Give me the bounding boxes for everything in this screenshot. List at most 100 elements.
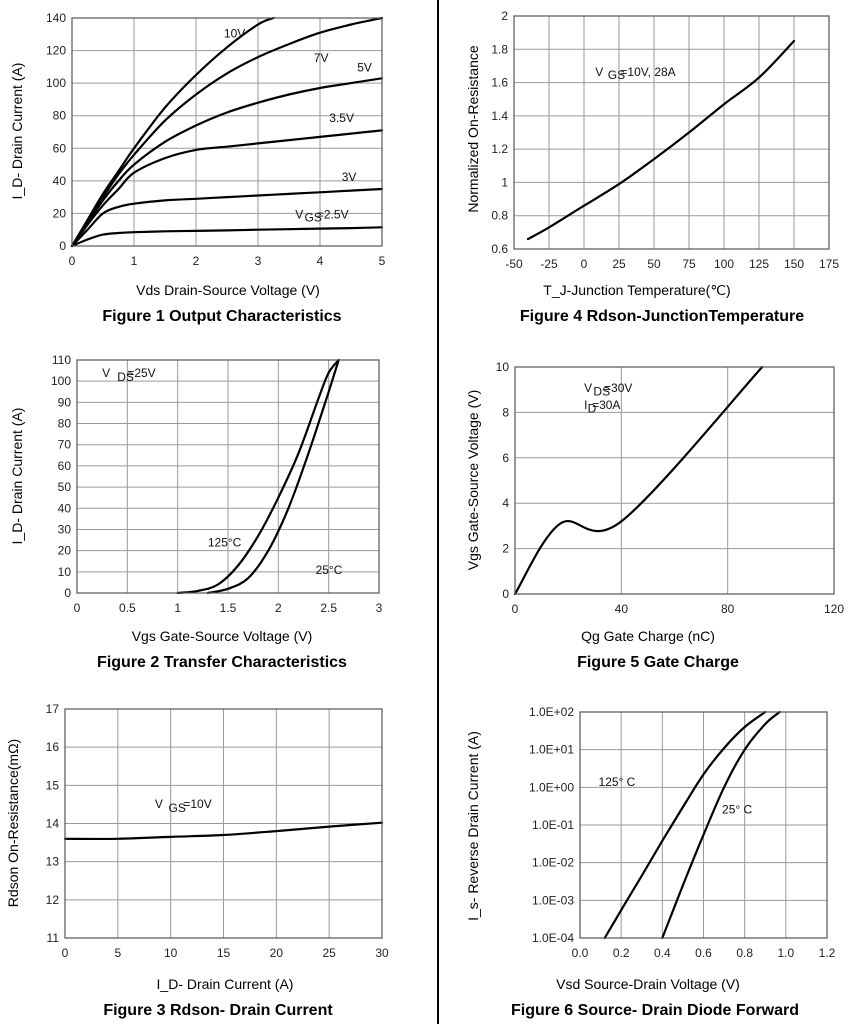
figure-6-source-drain-diode-forward: 0.0 0.2 0.4 0.6 0.8 1.0 1.2 1.0E-041.0E-031.0E…: [465, 705, 836, 1019]
plot-grid: [514, 366, 835, 595]
x-tick-label: 175: [819, 257, 839, 271]
curve-labels: V GS=10V: [155, 797, 212, 815]
curve-label: GS: [608, 68, 625, 82]
plot-curves: [70, 16, 384, 248]
y-axis-title: Vgs Gate-Source Voltage (V): [465, 390, 481, 571]
curve-label: I: [584, 398, 587, 412]
y-tick-label: 8: [502, 405, 509, 419]
plot-curves: [513, 365, 764, 596]
series-line-0: [526, 39, 796, 241]
y-tick-label: 70: [58, 438, 72, 452]
y-tick-label: 80: [53, 109, 67, 123]
curve-label: 25°C: [316, 563, 343, 577]
y-tick-label: 1.0E-03: [532, 893, 574, 907]
x-tick-label: 0: [74, 601, 81, 615]
y-tick-labels: 1.0E-04 1.0E-03 1.0E-02 1.0E-01 1.0E+00 1.0E+…: [529, 705, 574, 945]
y-tick-label: 80: [58, 417, 72, 431]
series-line-4: [70, 187, 384, 248]
x-axis-title: I_D- Drain Current (A): [157, 976, 294, 992]
x-tick-label: 0: [581, 257, 588, 271]
y-tick-label: 20: [58, 544, 72, 558]
curve-labels: V DS=25V 125°C 25°C: [102, 366, 343, 577]
x-axis-title: Vgs Gate-Source Voltage (V): [132, 628, 313, 644]
curve-label: V: [584, 381, 592, 395]
curve-label: DS: [117, 370, 134, 384]
y-tick-label: 1.0E-01: [532, 818, 574, 832]
y-tick-label: 13: [46, 855, 60, 869]
figure-5-gate-charge: 0 40 80 120 0 2 4 6 8 10 V DS=30V I D=30A Qg Gate C…: [465, 360, 844, 671]
curve-label: =10V, 28A: [620, 65, 675, 79]
series-line-5: [70, 226, 384, 248]
curve-label: 125°C: [208, 535, 242, 549]
series-line-0: [70, 16, 275, 248]
x-tick-label: 5: [114, 946, 121, 960]
curve-label: GS: [169, 801, 186, 815]
y-tick-label: 60: [53, 141, 67, 155]
series-line-3: [70, 129, 384, 248]
x-tick-label: 20: [270, 946, 284, 960]
x-tick-label: 150: [784, 257, 804, 271]
y-axis-title: I_D- Drain Current (A): [9, 408, 25, 545]
y-tick-label: 16: [46, 740, 60, 754]
y-tick-labels: 11 12 13 14 15 16 17: [46, 702, 60, 945]
y-tick-label: 60: [58, 459, 72, 473]
y-tick-label: 6: [502, 451, 509, 465]
plot-grid: [76, 359, 380, 594]
y-tick-label: 14: [46, 817, 60, 831]
x-tick-labels: 0 1 2 3 4 5: [69, 254, 386, 268]
x-tick-label: 1.5: [220, 601, 237, 615]
figure-2-transfer-characteristics: 0 0.5 1 1.5 2 2.5 3 0102030405060708090100110 …: [9, 353, 383, 671]
y-tick-labels: 0 2 4 6 8 10: [496, 360, 510, 601]
x-tick-label: 1: [131, 254, 138, 268]
figure-caption: Figure 3 Rdson- Drain Current: [103, 1002, 333, 1019]
y-tick-label: 4: [502, 496, 509, 510]
x-tick-label: 0.0: [572, 946, 589, 960]
y-tick-label: 50: [58, 480, 72, 494]
curve-label: =2.5V: [317, 207, 349, 221]
x-tick-label: 120: [824, 602, 844, 616]
plot-frame: [514, 366, 835, 595]
y-tick-label: 1.0E+00: [529, 780, 574, 794]
curve-label: V: [295, 207, 303, 221]
y-tick-label: 20: [53, 206, 67, 220]
x-tick-label: 25: [612, 257, 626, 271]
curve-labels: 125° C 25° C: [599, 775, 753, 817]
y-tick-label: 10: [58, 565, 72, 579]
y-tick-labels: 0.6 0.8 1 1.2 1.4 1.6 1.8 2: [491, 9, 508, 256]
y-axis-title: Normalized On-Resistance: [465, 45, 481, 212]
x-tick-label: 125: [749, 257, 769, 271]
y-axis-title: I_D- Drain Current (A): [9, 63, 25, 200]
figure-caption: Figure 1 Output Characteristics: [102, 308, 341, 325]
y-tick-label: 2: [502, 542, 509, 556]
y-tick-labels: 0 20 40 60 80 100 120 140: [46, 11, 66, 253]
curve-label: V: [102, 366, 110, 380]
curve-label: 7V: [314, 51, 329, 65]
y-tick-label: 110: [52, 353, 71, 367]
curve-labels: 10V 7V 5V 3.5V 3V V GS=2.5V: [224, 27, 372, 225]
y-tick-label: 40: [58, 501, 72, 515]
x-tick-label: 2: [275, 601, 282, 615]
y-tick-label: 0: [502, 587, 509, 601]
x-tick-label: 0.4: [654, 946, 671, 960]
series-line-0: [603, 710, 767, 940]
x-tick-label: 50: [647, 257, 661, 271]
x-tick-label: 30: [375, 946, 389, 960]
x-tick-label: 0.6: [695, 946, 712, 960]
x-tick-label: 3: [376, 601, 383, 615]
x-tick-label: 0: [512, 602, 519, 616]
x-tick-label: 100: [714, 257, 734, 271]
x-tick-label: 1: [174, 601, 181, 615]
plot-curves: [176, 358, 340, 595]
x-tick-label: 15: [217, 946, 231, 960]
y-tick-label: 1.4: [491, 109, 508, 123]
plot-frame: [76, 359, 380, 594]
figure-1-output-characteristics: 0 1 2 3 4 5 0 20 40 60 80 100 120 140 10V 7V 5V 3.5V 3V V…: [9, 11, 386, 325]
plot-grid: [579, 711, 828, 939]
curve-label: =30A: [592, 398, 620, 412]
series-line-1: [70, 16, 384, 248]
x-tick-labels: -50 -25 0 25 50 75 100 125 150 175: [505, 257, 839, 271]
y-tick-label: 1.0E-04: [532, 931, 574, 945]
y-tick-label: 0.8: [491, 209, 508, 223]
x-tick-label: 4: [317, 254, 324, 268]
series-line-1: [661, 710, 781, 940]
